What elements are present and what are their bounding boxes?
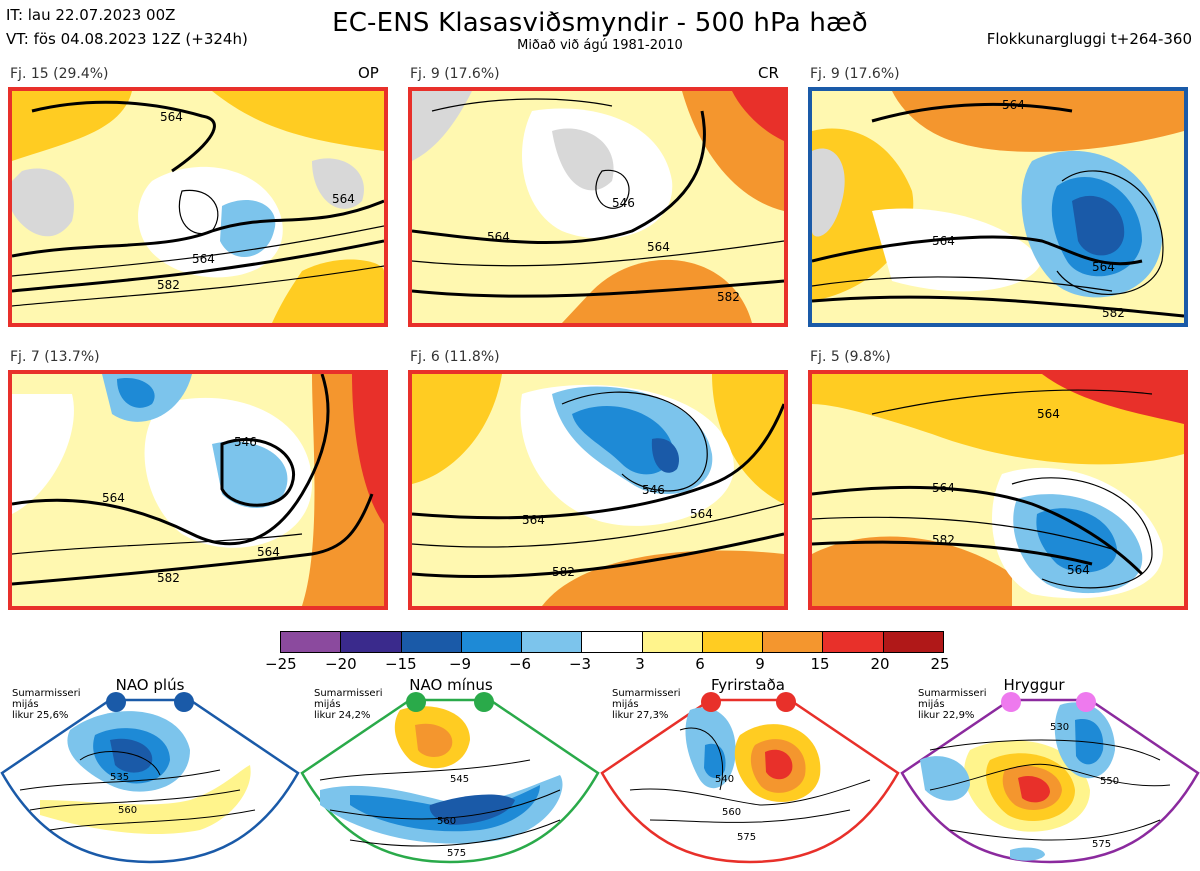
colorbar-swatch [763, 632, 824, 652]
window-label: Flokkunargluggi t+264-360 [986, 30, 1192, 48]
contour-label: 564 [102, 491, 125, 505]
regime-2-marker [474, 692, 494, 712]
contour-label: 582 [932, 533, 955, 547]
colorbar-tick: −25 [265, 655, 297, 673]
colorbar-tick: −15 [385, 655, 417, 673]
colorbar-swatch [823, 632, 884, 652]
cluster-map-2[interactable]: 546 564 564 582 [408, 87, 788, 327]
contour-label: 564 [1002, 98, 1025, 112]
contour-label: 582 [717, 290, 740, 304]
colorbar [280, 631, 944, 653]
contour-label: 582 [157, 278, 180, 292]
contour-label: 582 [157, 571, 180, 585]
panel-5-label: Fj. 6 (11.8%) [410, 349, 500, 365]
cluster-map-5[interactable]: 546 564 564 582 [408, 370, 788, 610]
colorbar-tick: 15 [810, 655, 830, 673]
contour-label: 564 [690, 507, 713, 521]
colorbar-tick: 20 [870, 655, 890, 673]
contour-label: 575 [447, 848, 466, 859]
page-title: EC-ENS Klasasviðsmyndir - 500 hPa hæð [332, 8, 868, 38]
colorbar-tick: 6 [695, 655, 705, 673]
panel-4-label: Fj. 7 (13.7%) [10, 349, 100, 365]
regime-2-meta: Sumarmisseri mijás likur 24,2% [314, 688, 383, 721]
colorbar-swatch [401, 632, 462, 652]
contour-label: 582 [552, 565, 575, 579]
colorbar-swatch [582, 632, 643, 652]
regime-4-title: Hryggur [1003, 676, 1065, 694]
contour-label: 530 [1050, 722, 1069, 733]
contour-label: 535 [110, 772, 129, 783]
cluster-map-3[interactable]: 564 564 564 582 [808, 87, 1188, 327]
colorbar-tick: −6 [508, 655, 532, 673]
contour-label: 550 [1100, 776, 1119, 787]
panel-1-tag: OP [358, 64, 379, 82]
contour-label: 564 [522, 513, 545, 527]
contour-label: 546 [642, 483, 665, 497]
contour-label: 546 [234, 435, 257, 449]
contour-label: 564 [932, 234, 955, 248]
colorbar-tick: −20 [325, 655, 357, 673]
contour-label: 564 [257, 545, 280, 559]
contour-label: 564 [1067, 563, 1090, 577]
regime-2-title: NAO mínus [409, 676, 493, 694]
regime-2-map[interactable]: 545 560 575 [300, 690, 600, 871]
cluster-map-1[interactable]: 564 564 564 582 [8, 87, 388, 327]
colorbar-tick: 25 [930, 655, 950, 673]
regime-3-title: Fyrirstaða [711, 676, 785, 694]
regime-1-marker [106, 692, 126, 712]
contour-label: 564 [192, 252, 215, 266]
colorbar-swatch [341, 632, 402, 652]
regime-3-marker [776, 692, 796, 712]
cluster-map-6[interactable]: 564 564 564 582 [808, 370, 1188, 610]
contour-label: 575 [1092, 839, 1111, 850]
regime-4-marker [1001, 692, 1021, 712]
regime-3-meta: Sumarmisseri mijás likur 27,3% [612, 688, 681, 721]
contour-label: 545 [450, 774, 469, 785]
panel-2-label: Fj. 9 (17.6%) [410, 66, 500, 82]
valid-time: VT: fös 04.08.2023 12Z (+324h) [6, 30, 248, 48]
regime-1-title: NAO plús [115, 676, 185, 694]
contour-label: 560 [722, 807, 741, 818]
colorbar-swatch [702, 632, 764, 652]
regime-4-map[interactable]: 530 550 575 [900, 690, 1200, 871]
colorbar-swatch [281, 632, 342, 652]
contour-label: 560 [437, 816, 456, 827]
colorbar-swatch [883, 632, 943, 652]
contour-label: 582 [1102, 306, 1125, 320]
regime-1-map[interactable]: 535 560 [0, 690, 300, 871]
init-time: IT: lau 22.07.2023 00Z [6, 6, 176, 24]
contour-label: 575 [737, 832, 756, 843]
panel-3-label: Fj. 9 (17.6%) [810, 66, 900, 82]
contour-label: 564 [487, 230, 510, 244]
page-subtitle: Miðað við ágú 1981-2010 [517, 38, 683, 53]
panel-1-label: Fj. 15 (29.4%) [10, 66, 109, 82]
colorbar-swatch [461, 632, 523, 652]
contour-label: 540 [715, 774, 734, 785]
regime-1-meta: Sumarmisseri mijás likur 25,6% [12, 688, 81, 721]
regime-4-meta: Sumarmisseri mijás likur 22,9% [918, 688, 987, 721]
panel-6-label: Fj. 5 (9.8%) [810, 349, 891, 365]
colorbar-tick: 3 [635, 655, 645, 673]
regime-2-marker [406, 692, 426, 712]
contour-label: 560 [118, 805, 137, 816]
colorbar-swatch [522, 632, 583, 652]
panel-2-tag: CR [758, 64, 779, 82]
contour-label: 564 [332, 192, 355, 206]
regime-4-marker [1076, 692, 1096, 712]
regime-3-map[interactable]: 540 560 575 [600, 690, 900, 871]
contour-label: 564 [647, 240, 670, 254]
colorbar-tick: 9 [755, 655, 765, 673]
contour-label: 564 [932, 481, 955, 495]
contour-label: 564 [1037, 407, 1060, 421]
colorbar-swatch [642, 632, 703, 652]
colorbar-tick: −3 [568, 655, 592, 673]
regime-1-marker [174, 692, 194, 712]
cluster-map-4[interactable]: 546 564 564 582 [8, 370, 388, 610]
contour-label: 564 [1092, 260, 1115, 274]
colorbar-tick: −9 [448, 655, 472, 673]
regime-3-marker [701, 692, 721, 712]
contour-label: 546 [612, 196, 635, 210]
contour-label: 564 [160, 110, 183, 124]
